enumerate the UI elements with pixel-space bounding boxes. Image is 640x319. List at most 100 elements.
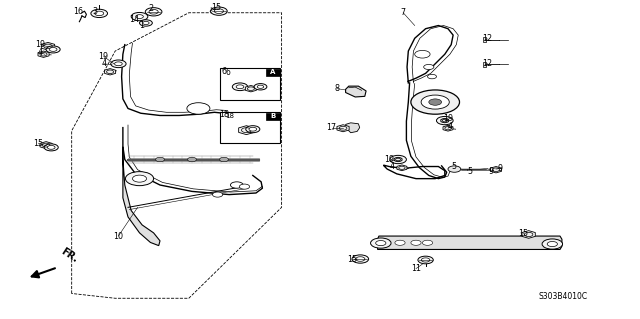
Text: 6: 6 <box>225 68 230 77</box>
Text: A: A <box>270 70 275 75</box>
Text: 4: 4 <box>448 122 453 131</box>
Circle shape <box>376 241 386 246</box>
Circle shape <box>236 85 244 89</box>
Polygon shape <box>490 167 502 173</box>
Circle shape <box>187 103 210 114</box>
Circle shape <box>145 8 162 16</box>
Text: 11: 11 <box>411 264 421 273</box>
Text: 17: 17 <box>326 123 337 132</box>
Circle shape <box>428 74 436 79</box>
Polygon shape <box>38 51 49 57</box>
Circle shape <box>542 239 563 249</box>
Text: B: B <box>270 113 275 119</box>
Polygon shape <box>522 231 535 238</box>
Circle shape <box>371 238 391 248</box>
Circle shape <box>47 145 55 149</box>
Circle shape <box>448 166 461 172</box>
FancyBboxPatch shape <box>220 112 280 143</box>
Polygon shape <box>104 69 116 75</box>
Text: 3: 3 <box>92 7 97 16</box>
Circle shape <box>132 175 147 182</box>
FancyBboxPatch shape <box>266 113 280 120</box>
Text: 15: 15 <box>518 229 529 238</box>
Circle shape <box>131 12 148 21</box>
Circle shape <box>111 60 126 68</box>
Polygon shape <box>441 118 449 123</box>
Text: 7: 7 <box>401 8 406 17</box>
Text: 15: 15 <box>211 4 221 12</box>
Circle shape <box>356 257 365 261</box>
Circle shape <box>254 84 267 90</box>
Text: 18: 18 <box>219 110 229 119</box>
Text: 19: 19 <box>35 40 45 49</box>
Text: 19: 19 <box>384 155 394 164</box>
Text: 9: 9 <box>489 167 494 176</box>
Circle shape <box>352 255 369 263</box>
Circle shape <box>232 83 248 91</box>
Circle shape <box>249 127 257 131</box>
Circle shape <box>214 9 223 13</box>
Text: 8: 8 <box>335 84 340 93</box>
Circle shape <box>212 192 223 197</box>
Text: 4: 4 <box>101 59 106 68</box>
FancyBboxPatch shape <box>483 62 486 67</box>
Circle shape <box>394 158 402 161</box>
FancyBboxPatch shape <box>266 69 280 76</box>
Polygon shape <box>239 126 254 135</box>
Circle shape <box>125 172 154 186</box>
Circle shape <box>418 256 433 264</box>
Polygon shape <box>337 125 349 132</box>
Text: 2: 2 <box>148 4 154 13</box>
Circle shape <box>421 258 430 262</box>
Circle shape <box>188 157 196 162</box>
Circle shape <box>136 15 143 19</box>
Polygon shape <box>245 85 257 92</box>
Circle shape <box>95 11 104 16</box>
Circle shape <box>220 157 228 162</box>
Circle shape <box>115 62 122 66</box>
Text: 18: 18 <box>225 113 234 119</box>
Text: 15: 15 <box>33 139 44 148</box>
Circle shape <box>91 9 108 18</box>
Circle shape <box>411 90 460 114</box>
Circle shape <box>239 184 250 189</box>
Text: 1: 1 <box>140 21 145 30</box>
Circle shape <box>547 241 557 247</box>
Text: 19: 19 <box>443 114 453 123</box>
Circle shape <box>156 157 164 162</box>
Text: 15: 15 <box>347 256 357 264</box>
Circle shape <box>44 144 58 151</box>
Polygon shape <box>346 86 366 97</box>
Text: 9: 9 <box>498 164 503 173</box>
Text: 12: 12 <box>483 59 493 68</box>
Polygon shape <box>123 147 160 246</box>
Text: 5: 5 <box>452 162 457 171</box>
Text: 10: 10 <box>113 232 124 241</box>
Circle shape <box>441 119 449 122</box>
FancyBboxPatch shape <box>220 68 280 100</box>
Circle shape <box>149 10 158 14</box>
Text: 6: 6 <box>221 67 227 76</box>
Circle shape <box>395 240 405 245</box>
Circle shape <box>143 21 149 25</box>
Circle shape <box>429 99 442 105</box>
Circle shape <box>390 155 406 164</box>
Circle shape <box>46 46 60 53</box>
Circle shape <box>422 240 433 245</box>
Text: FR.: FR. <box>59 247 79 265</box>
Text: 14: 14 <box>129 15 140 24</box>
Circle shape <box>424 64 434 70</box>
Polygon shape <box>397 165 407 171</box>
Text: 16: 16 <box>73 7 83 16</box>
Circle shape <box>230 182 243 188</box>
Polygon shape <box>378 236 562 249</box>
Polygon shape <box>42 42 54 50</box>
Text: 4: 4 <box>389 162 394 171</box>
Polygon shape <box>443 125 453 131</box>
Circle shape <box>257 85 264 88</box>
Text: 12: 12 <box>483 34 493 43</box>
Circle shape <box>411 240 421 245</box>
Circle shape <box>436 116 453 125</box>
Circle shape <box>421 95 449 109</box>
Circle shape <box>49 48 57 51</box>
